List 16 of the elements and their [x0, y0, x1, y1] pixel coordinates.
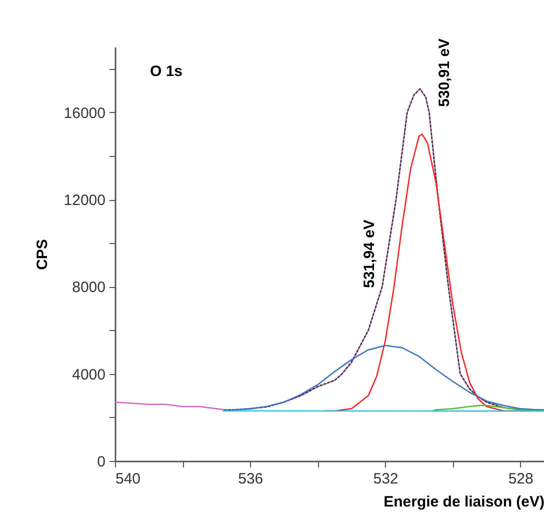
annotation: 531,94 eV: [361, 220, 378, 288]
y-tick-label: 0: [97, 454, 106, 470]
x-axis-title: Energie de liaison (eV): [384, 494, 544, 510]
annotation: 530,91 eV: [436, 38, 454, 107]
line-series: [324, 134, 522, 412]
line-series: [232, 344, 544, 410]
y-tick-label: 16000: [64, 104, 106, 122]
x-tick-label: 540: [116, 470, 141, 488]
x-tick-label: 528: [508, 470, 534, 488]
y-axis-title: CPS: [34, 239, 51, 270]
x-tick-label: 532: [373, 470, 398, 488]
y-tick-label: 4000: [72, 366, 106, 384]
annotation: O 1s: [150, 63, 183, 80]
x-tick-label: 536: [238, 470, 264, 488]
y-tick-label: 12000: [64, 192, 106, 210]
y-tick-label: 8000: [72, 279, 106, 296]
